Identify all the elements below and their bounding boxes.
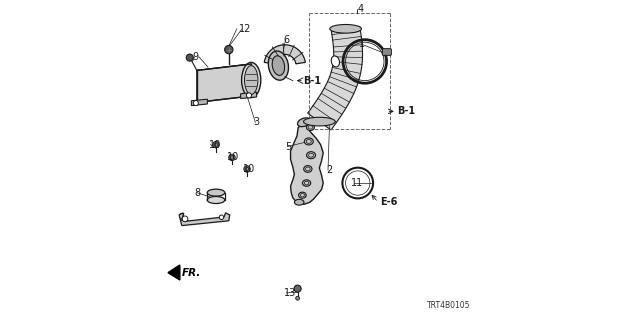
Ellipse shape	[242, 62, 261, 98]
Text: 6: 6	[283, 35, 289, 45]
Circle shape	[294, 285, 301, 292]
Text: 10: 10	[227, 152, 239, 163]
Text: 11: 11	[351, 178, 364, 188]
Ellipse shape	[332, 56, 339, 67]
Polygon shape	[241, 92, 257, 99]
Ellipse shape	[298, 192, 306, 198]
Text: 4: 4	[357, 4, 364, 14]
Ellipse shape	[300, 194, 305, 197]
Circle shape	[296, 296, 300, 300]
Circle shape	[186, 54, 193, 61]
Text: B-1: B-1	[397, 106, 415, 116]
Text: FR.: FR.	[182, 268, 201, 278]
Ellipse shape	[307, 124, 314, 131]
Ellipse shape	[272, 56, 285, 76]
Polygon shape	[168, 265, 180, 280]
Polygon shape	[197, 64, 251, 102]
Ellipse shape	[268, 51, 289, 80]
Ellipse shape	[207, 196, 225, 204]
Polygon shape	[291, 118, 323, 204]
Ellipse shape	[298, 118, 310, 127]
Text: 5: 5	[285, 141, 292, 152]
Polygon shape	[179, 213, 230, 226]
Text: 10: 10	[243, 164, 255, 174]
Ellipse shape	[308, 153, 314, 157]
Circle shape	[182, 216, 188, 222]
Polygon shape	[191, 99, 207, 106]
Ellipse shape	[304, 166, 312, 172]
Ellipse shape	[304, 138, 314, 145]
Ellipse shape	[304, 181, 309, 185]
Ellipse shape	[244, 66, 258, 94]
Circle shape	[246, 167, 249, 171]
Text: B-1: B-1	[303, 76, 321, 86]
Polygon shape	[308, 27, 362, 130]
Circle shape	[214, 143, 218, 146]
Ellipse shape	[302, 180, 311, 186]
Circle shape	[229, 154, 236, 161]
Circle shape	[244, 166, 250, 172]
Circle shape	[219, 215, 224, 220]
Ellipse shape	[308, 126, 312, 129]
Polygon shape	[197, 64, 256, 74]
Ellipse shape	[294, 199, 304, 205]
Ellipse shape	[307, 140, 311, 143]
Text: 1: 1	[359, 39, 365, 49]
Circle shape	[246, 93, 252, 98]
Circle shape	[212, 141, 219, 148]
Circle shape	[193, 100, 198, 106]
Text: 13: 13	[284, 288, 296, 298]
FancyBboxPatch shape	[383, 49, 392, 55]
Ellipse shape	[330, 25, 362, 33]
Text: 10: 10	[209, 140, 221, 150]
Polygon shape	[264, 45, 305, 64]
Ellipse shape	[207, 189, 225, 196]
Text: 9: 9	[192, 52, 198, 62]
Text: 7: 7	[179, 213, 185, 223]
Text: TRT4B0105: TRT4B0105	[427, 301, 470, 310]
Text: E-6: E-6	[380, 197, 397, 207]
Text: 3: 3	[253, 117, 260, 127]
Ellipse shape	[307, 152, 316, 159]
Text: 8: 8	[195, 188, 201, 198]
Text: 2: 2	[326, 165, 332, 175]
Ellipse shape	[305, 167, 310, 171]
Circle shape	[225, 45, 233, 54]
Ellipse shape	[303, 117, 335, 126]
Text: 12: 12	[239, 24, 252, 35]
Circle shape	[230, 156, 234, 159]
